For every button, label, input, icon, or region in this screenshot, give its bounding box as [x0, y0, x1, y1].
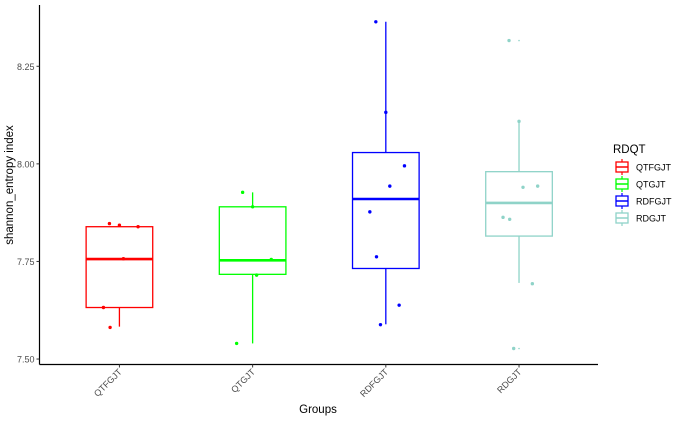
data-point [240, 190, 245, 195]
y-ticks: 7.50 7.75 8.00 8.25 [17, 62, 40, 365]
y-tick-label: 8.25 [17, 62, 35, 72]
data-point [397, 303, 401, 307]
data-point [517, 119, 521, 124]
data-point [136, 225, 140, 229]
data-point [530, 282, 535, 286]
data-point [535, 184, 540, 188]
legend-item-qtfgjt: QTFGJT [615, 159, 671, 175]
legend-label: QTGJT [636, 180, 666, 190]
box [351, 151, 420, 270]
data-point [511, 346, 516, 351]
x-ticks: QTFGJT QTGJT RDFGJT RDGJT [92, 364, 524, 399]
legend-label: QTFGJT [636, 163, 671, 173]
y-tick-label: 7.50 [17, 355, 35, 365]
x-tick-label: RDGJT [495, 366, 524, 395]
y-tick-label: 7.75 [17, 257, 35, 267]
data-point [101, 305, 106, 310]
data-point [107, 221, 112, 226]
data-point [521, 185, 525, 189]
outlier-point [518, 347, 520, 350]
data-point [121, 257, 126, 261]
data-point [507, 38, 511, 43]
outlier-point [518, 39, 520, 42]
box-group-rdgjt [485, 38, 553, 351]
data-point [117, 223, 122, 227]
box-group-rdfgjt [351, 20, 420, 327]
data-point [507, 217, 512, 221]
x-tick-label: QTFGJT [92, 366, 124, 398]
boxes [85, 20, 553, 351]
data-point [378, 322, 383, 327]
data-point [250, 205, 255, 209]
legend-title: RDQT [613, 144, 646, 156]
data-point [388, 184, 392, 188]
data-point [402, 164, 407, 168]
box [85, 226, 154, 309]
data-point [368, 210, 372, 214]
y-axis-title: shannon_entropy index [4, 125, 16, 245]
legend-item-rdgjt: RDGJT [615, 210, 666, 226]
x-axis-title: Groups [299, 404, 337, 416]
data-point [234, 341, 239, 346]
data-point [384, 110, 388, 115]
box [218, 206, 287, 275]
axes [38, 5, 598, 366]
data-point [501, 215, 505, 220]
y-tick-label: 8.00 [17, 159, 35, 169]
box-group-qtgjt [218, 190, 287, 346]
data-point [108, 325, 112, 330]
data-point [254, 273, 259, 277]
legend: RDQT QTFGJT QTGJT RDFGJT RDGJT [613, 144, 672, 226]
legend-label: RDFGJT [636, 197, 672, 207]
legend-item-rdfgjt: RDFGJT [615, 193, 672, 209]
data-point [374, 255, 379, 259]
legend-label: RDGJT [636, 214, 666, 224]
data-point [374, 20, 378, 24]
x-tick-label: QTGJT [229, 366, 257, 394]
legend-item-qtgjt: QTGJT [615, 176, 666, 192]
box-group-qtfgjt [85, 221, 154, 330]
x-tick-label: RDFGJT [358, 366, 391, 399]
data-point [269, 257, 273, 262]
